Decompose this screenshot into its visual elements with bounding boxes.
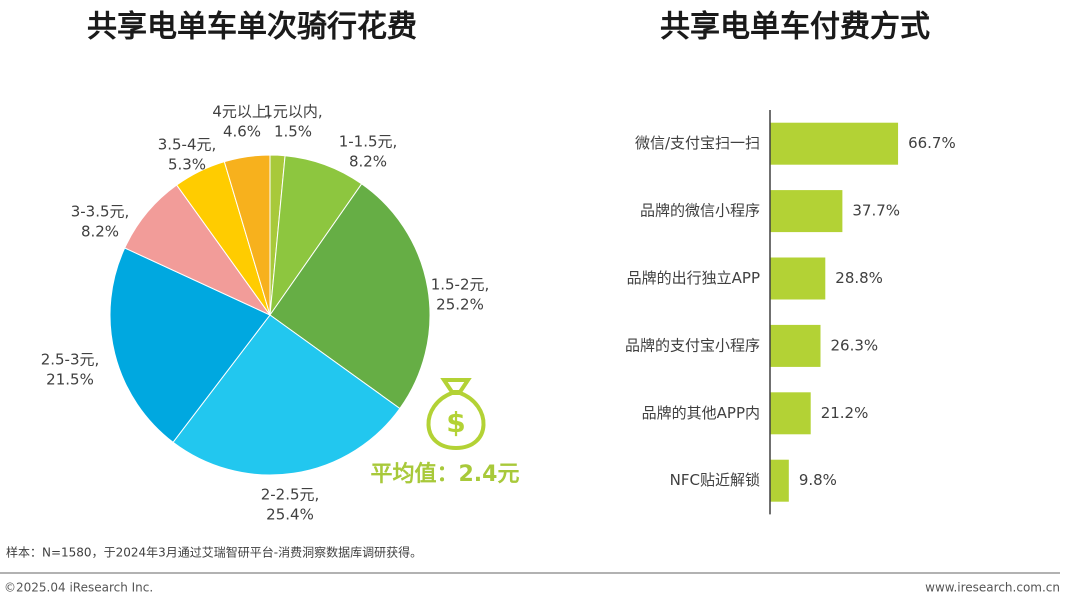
slice-label: 3-3.5元, [71, 203, 130, 221]
slice-value-label: 8.2% [81, 223, 119, 241]
bar [770, 190, 843, 233]
slice-label: 2.5-3元, [41, 351, 100, 369]
bar-value-label: 21.2% [821, 404, 869, 422]
bar [770, 257, 826, 300]
y-tick-label: 品牌的微信小程序 [640, 202, 760, 220]
pie-slice [223, 154, 271, 316]
slice-value-label: 21.5% [46, 371, 94, 389]
slice-value-label: 1.5% [274, 123, 312, 141]
slice-label: 3.5-4元, [158, 136, 217, 154]
svg-text:$: $ [446, 406, 465, 439]
slice-label: 2-2.5元, [261, 486, 320, 504]
bar-value-label: 9.8% [799, 471, 837, 489]
money-bag-icon: $ [426, 378, 486, 451]
pie-slice [172, 314, 401, 476]
pie-slice [269, 183, 431, 410]
y-tick-label: 品牌的出行独立APP [627, 269, 760, 287]
copyright: ©2025.04 iResearch Inc. [4, 581, 153, 595]
slice-value-label: 8.2% [349, 153, 387, 171]
y-tick-label: 微信/支付宝扫一扫 [635, 134, 760, 152]
bar-value-label: 37.7% [852, 202, 900, 220]
y-tick-label: 品牌的支付宝小程序 [625, 336, 760, 354]
bar-value-label: 66.7% [908, 134, 956, 152]
slice-label: 1元以内, [263, 103, 322, 121]
average-annotation: 平均值：2.4元 [371, 461, 520, 487]
bar [770, 392, 811, 435]
bar [770, 122, 899, 165]
y-tick-label: NFC贴近解锁 [670, 471, 760, 489]
bar-title: 共享电单车付费方式 [660, 10, 930, 45]
slice-value-label: 25.4% [266, 506, 314, 524]
bar-value-label: 28.8% [835, 269, 883, 287]
slice-label: 4元以上, [212, 103, 271, 121]
pie-slice [109, 247, 271, 443]
slice-label: 1.5-2元, [431, 276, 490, 294]
slice-value-label: 25.2% [436, 296, 484, 314]
bar [770, 324, 821, 367]
slice-label: 1-1.5元, [339, 133, 398, 151]
slice-value-label: 4.6% [223, 123, 261, 141]
bar [770, 459, 789, 502]
bar-value-label: 26.3% [830, 336, 878, 354]
pie-title: 共享电单车单次骑行花费 [87, 10, 417, 45]
source-note: 样本：N=1580，于2024年3月通过艾瑞智研平台-消费洞察数据库调研获得。 [6, 545, 422, 560]
website: www.iresearch.com.cn [925, 581, 1060, 595]
y-tick-label: 品牌的其他APP内 [642, 404, 760, 422]
slice-value-label: 5.3% [168, 156, 206, 174]
